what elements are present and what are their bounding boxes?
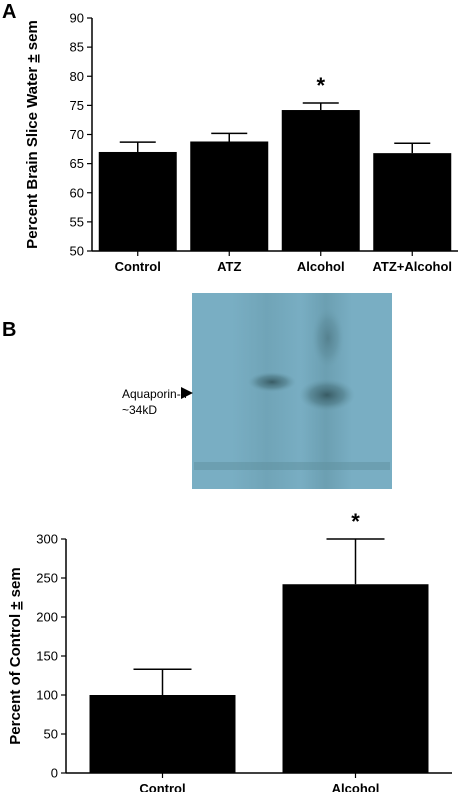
y-axis-label: Percent Brain Slice Water ± sem: [24, 20, 41, 249]
y-axis-label-tail: sem: [7, 567, 24, 601]
blot-band-control: [248, 372, 296, 392]
significance-asterisk: *: [316, 73, 325, 98]
x-category-label: Alcohol: [332, 781, 380, 792]
bar-control: [98, 151, 177, 251]
bar-alcohol: [282, 584, 429, 773]
blot-band-alcohol-upper: [312, 308, 344, 368]
y-tick-label: 90: [70, 11, 84, 26]
x-category-label: ATZ+Alcohol: [372, 259, 452, 274]
chart-a-brain-slice-water: 50 55 60 65 70 75 80 85 90 Control ATZ Alcohol * ATZ+…: [24, 11, 458, 274]
y-tick-label: 250: [36, 571, 58, 586]
y-tick-label: 150: [36, 649, 58, 664]
x-category-label: Alcohol: [297, 259, 345, 274]
bar-atz: [190, 141, 269, 251]
x-category-label: ATZ: [217, 259, 241, 274]
y-tick-label: 0: [51, 766, 58, 781]
significance-asterisk: *: [351, 509, 360, 534]
y-tick-label: 100: [36, 688, 58, 703]
blot-band-alcohol: [299, 379, 355, 411]
panel-letter-a: A: [2, 1, 16, 23]
y-tick-label: 300: [36, 532, 58, 547]
y-tick-label: 60: [70, 185, 84, 200]
x-category-label: Control: [115, 259, 161, 274]
y-tick-label: 200: [36, 610, 58, 625]
y-tick-label: 50: [44, 727, 58, 742]
blot-label-aquaporin: Aquaporin-4: [122, 387, 188, 401]
y-tick-label: 70: [70, 127, 84, 142]
blot-label-kd: ~34kD: [122, 403, 157, 417]
y-tick-label: 80: [70, 69, 84, 84]
western-blot-image: [192, 293, 392, 489]
y-tick-label: 75: [70, 98, 84, 113]
blot-bottom-smudge: [194, 462, 390, 470]
y-axis-label-main: Percent Brain Slice Water: [24, 63, 41, 249]
y-axis-label-plusminus: ±: [24, 54, 41, 62]
y-axis-label-main: Percent of Control: [7, 610, 24, 745]
x-category-label: Control: [139, 781, 185, 792]
triangle-right-icon: [181, 387, 193, 399]
bar-alcohol: [281, 110, 360, 251]
chart-b-aquaporin-percent-control: 0 50 100 150 200 250 300 Control Alcohol * Percent…: [7, 509, 452, 792]
y-tick-label: 65: [70, 156, 84, 171]
bar-control: [89, 695, 236, 773]
panel-letter-b: B: [2, 319, 16, 341]
y-tick-label: 85: [70, 40, 84, 55]
y-axis-label-plusminus: ±: [7, 601, 24, 609]
bar-atz-alcohol: [373, 153, 452, 251]
y-tick-label: 55: [70, 214, 84, 229]
y-axis-label-tail: sem: [24, 20, 41, 54]
y-tick-label: 50: [70, 244, 84, 259]
y-axis-label: Percent of Control ± sem: [7, 567, 24, 744]
